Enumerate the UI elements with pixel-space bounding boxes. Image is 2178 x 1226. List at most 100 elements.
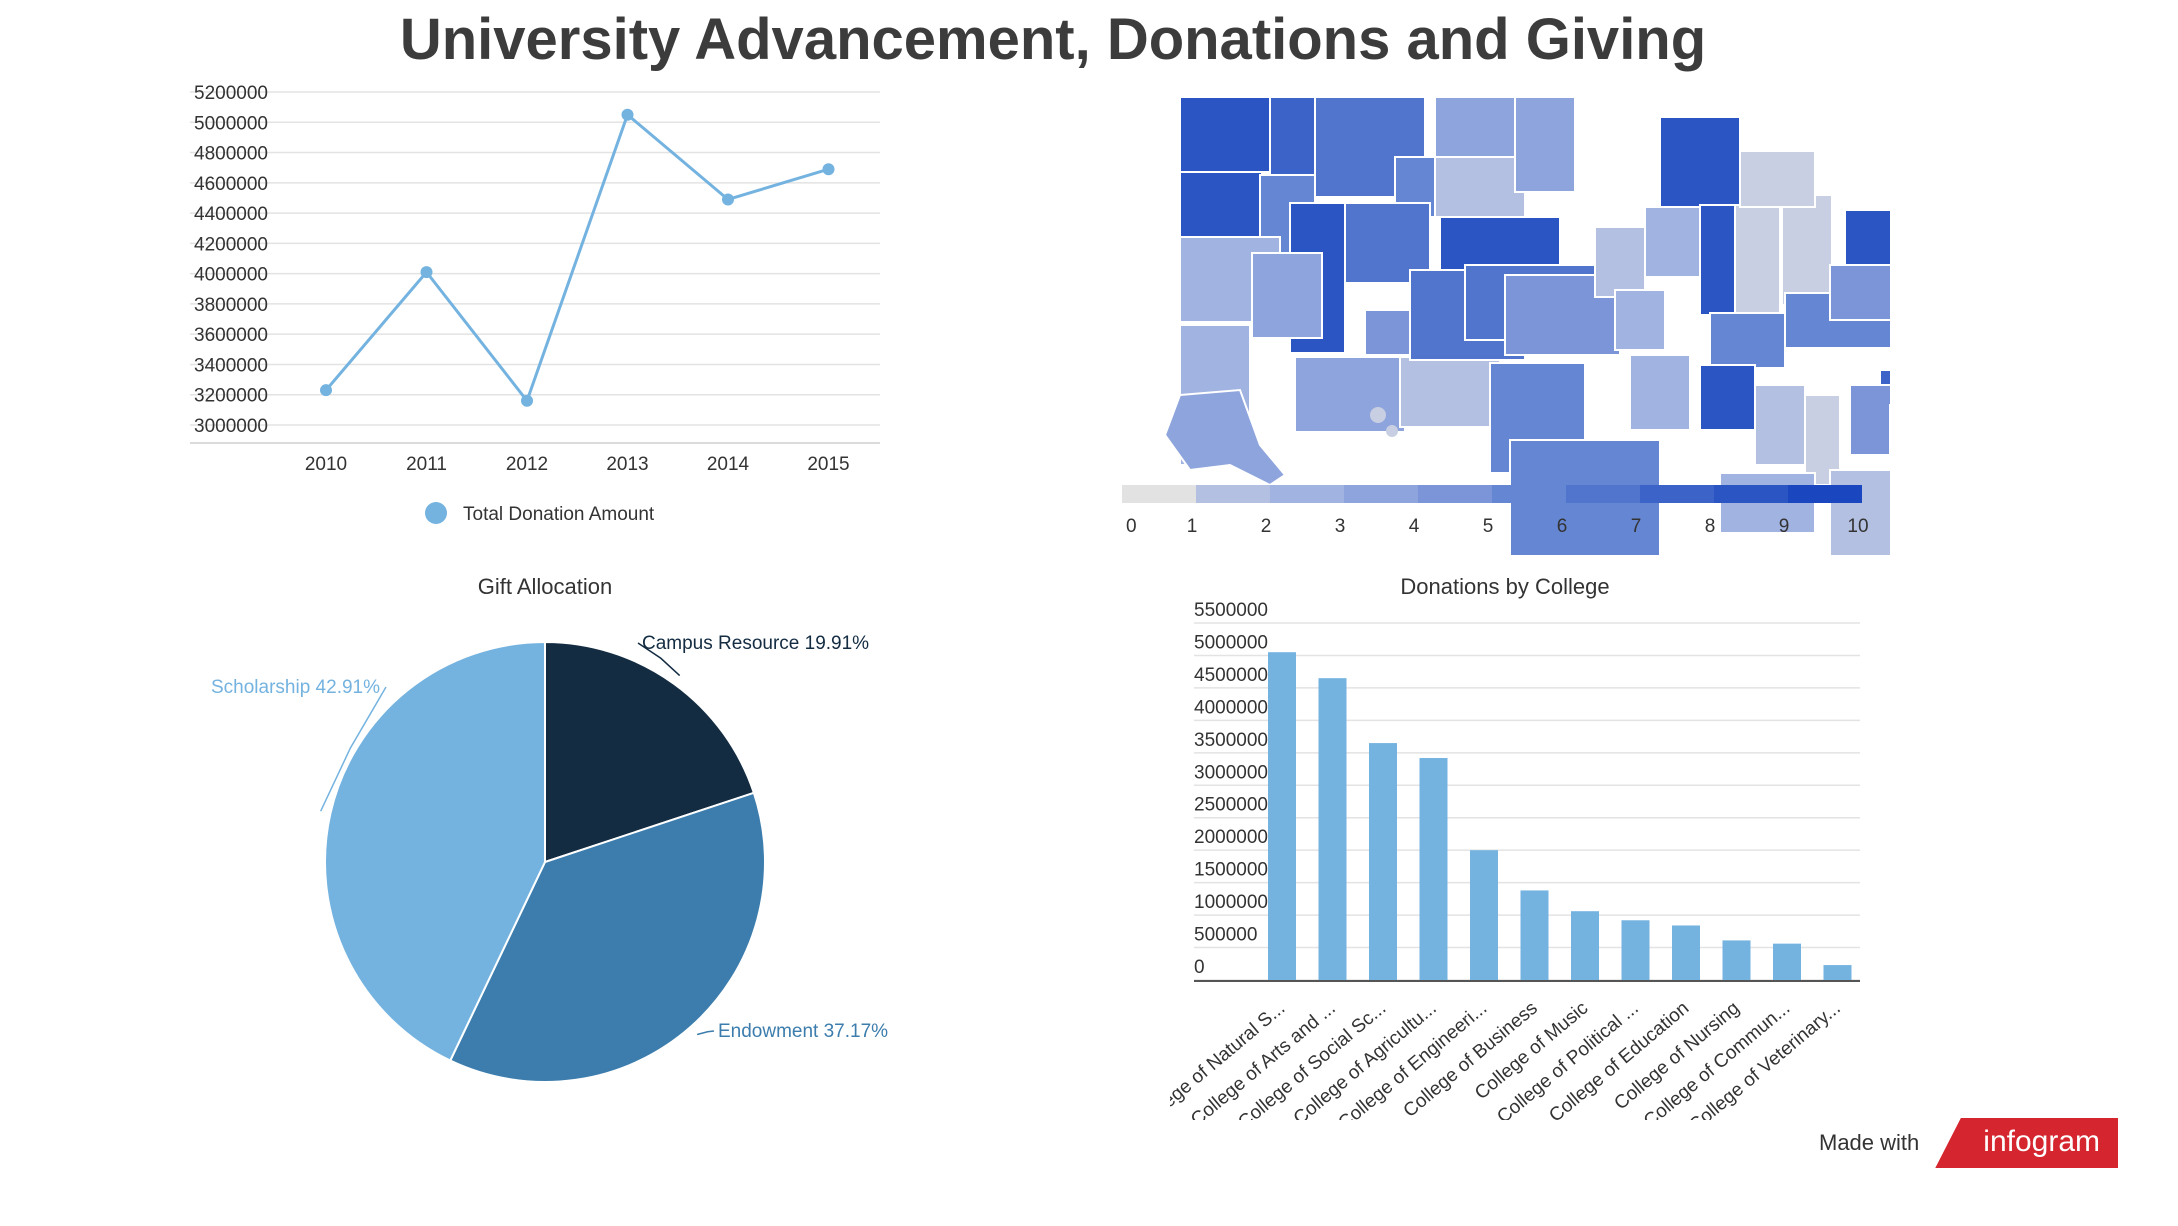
pie-leader-line bbox=[637, 642, 681, 677]
map-state bbox=[1399, 356, 1501, 428]
pie-slice bbox=[544, 640, 756, 864]
map-state bbox=[1829, 264, 1890, 321]
bar-chart: Donations by College 0 500000 1000000 150000… bbox=[1170, 574, 1860, 1120]
bar-y-tick-label: 4000000 bbox=[1194, 697, 1268, 718]
line-y-tick-label: 5200000 bbox=[194, 83, 268, 104]
map-scale-label: 6 bbox=[1557, 516, 1568, 537]
bar-y-tick-label: 1500000 bbox=[1194, 860, 1268, 881]
map-state bbox=[1364, 309, 1411, 356]
map-state bbox=[1849, 384, 1890, 456]
bar bbox=[1318, 678, 1347, 980]
bar-y-tick-label: 3000000 bbox=[1194, 762, 1268, 783]
pie-leader-line bbox=[696, 1030, 715, 1036]
line-chart: 3000000 3200000 3400000 3600000 3800000 40000… bbox=[190, 83, 880, 525]
map-state bbox=[1709, 312, 1786, 369]
bar bbox=[1621, 920, 1650, 980]
bar-y-tick-label: 3500000 bbox=[1194, 730, 1268, 751]
line-point bbox=[320, 384, 332, 397]
line-x-tick-label: 2013 bbox=[606, 454, 648, 475]
map-scale-label: 7 bbox=[1631, 516, 1642, 537]
map-scale-label: 9 bbox=[1779, 516, 1790, 537]
line-x-tick-label: 2012 bbox=[506, 454, 548, 475]
line-point bbox=[722, 193, 734, 206]
footer: Made with infogram bbox=[1819, 1118, 2118, 1168]
made-with-label: Made with bbox=[1819, 1130, 1920, 1155]
line-y-tick-label: 3000000 bbox=[194, 416, 268, 437]
map-state bbox=[1179, 171, 1263, 238]
map-scale-segment bbox=[1344, 485, 1418, 503]
line-y-tick-label: 4800000 bbox=[194, 144, 268, 165]
line-legend-marker bbox=[425, 502, 447, 524]
map-state bbox=[1434, 96, 1526, 158]
bar bbox=[1823, 965, 1852, 980]
map-scale-segment bbox=[1418, 485, 1492, 503]
map-scale-label: 8 bbox=[1705, 516, 1716, 537]
map-state-hawaii bbox=[1370, 407, 1386, 423]
line-y-tick-label: 3800000 bbox=[194, 295, 268, 316]
map-scale-segment bbox=[1640, 485, 1714, 503]
pie-slice-label: Campus Resource 19.91% bbox=[642, 633, 869, 654]
map-scale-segment bbox=[1270, 485, 1344, 503]
map-scale-segment bbox=[1122, 485, 1196, 503]
map-state bbox=[1754, 384, 1806, 466]
map-scale-segment bbox=[1492, 485, 1566, 503]
line-point bbox=[420, 266, 433, 279]
line-legend-label: Total Donation Amount bbox=[463, 504, 655, 525]
line-x-tick-label: 2014 bbox=[707, 454, 750, 475]
pie-leader-line bbox=[319, 686, 387, 812]
page-title: University Advancement, Donations and Gi… bbox=[399, 7, 1707, 72]
bar bbox=[1470, 850, 1498, 980]
pie-slice bbox=[324, 640, 546, 1062]
line-point bbox=[822, 163, 835, 176]
line-x-tick-label: 2010 bbox=[305, 454, 347, 475]
pie-slice bbox=[448, 791, 766, 1083]
bar-y-tick-label: 500000 bbox=[1194, 925, 1257, 946]
map-state-alaska bbox=[1163, 388, 1287, 487]
pie-slice-label: Endowment 37.17% bbox=[718, 1021, 888, 1042]
pie-slice-label: Scholarship 42.91% bbox=[211, 677, 380, 698]
bar-title: Donations by College bbox=[1400, 574, 1609, 599]
map-state-hawaii bbox=[1386, 425, 1398, 437]
map-state bbox=[1739, 150, 1816, 208]
bar bbox=[1268, 652, 1296, 980]
map-state bbox=[1594, 226, 1646, 298]
line-y-tick-label: 4000000 bbox=[194, 265, 268, 286]
line-y-tick-label: 4200000 bbox=[194, 234, 268, 255]
line-y-tick-label: 3600000 bbox=[194, 325, 268, 346]
bar bbox=[1520, 890, 1549, 980]
map-scale-segment bbox=[1788, 485, 1862, 503]
map-state bbox=[1514, 96, 1576, 193]
line-point bbox=[521, 394, 533, 407]
map-scale-label: 4 bbox=[1409, 516, 1420, 537]
map-scale-label: 5 bbox=[1483, 516, 1494, 537]
map-scale-label: 3 bbox=[1335, 516, 1346, 537]
map-state bbox=[1434, 156, 1526, 218]
line-y-tick-label: 5000000 bbox=[194, 113, 268, 134]
map-scale-label: 1 bbox=[1187, 516, 1198, 537]
map-scale-segment bbox=[1196, 485, 1270, 503]
bar-y-tick-label: 5500000 bbox=[1194, 600, 1268, 621]
line-series bbox=[324, 112, 829, 404]
line-x-tick-label: 2015 bbox=[807, 454, 849, 475]
bar bbox=[1419, 758, 1448, 980]
line-x-tick-label: 2011 bbox=[406, 454, 447, 475]
map-state bbox=[1829, 469, 1890, 555]
pie-title: Gift Allocation bbox=[478, 574, 613, 599]
map-scale-segment bbox=[1566, 485, 1640, 503]
map-scale-label: 10 bbox=[1847, 516, 1868, 537]
map-state bbox=[1294, 356, 1406, 433]
bar bbox=[1571, 911, 1599, 980]
bar bbox=[1672, 925, 1700, 980]
line-y-tick-label: 3200000 bbox=[194, 386, 268, 407]
map-scale-label: 0 bbox=[1126, 516, 1137, 537]
map-state bbox=[1659, 116, 1741, 208]
pie-chart: Gift Allocation Campus Resource 19.91% End… bbox=[211, 574, 888, 1083]
bar bbox=[1773, 943, 1801, 980]
line-point bbox=[621, 108, 634, 121]
bar-y-tick-label: 0 bbox=[1194, 957, 1205, 978]
map-state bbox=[1734, 204, 1781, 316]
map-scale-label: 2 bbox=[1261, 516, 1272, 537]
infogram-logo-link[interactable]: infogram bbox=[1935, 1118, 2118, 1168]
bar-y-tick-label: 2500000 bbox=[1194, 795, 1268, 816]
